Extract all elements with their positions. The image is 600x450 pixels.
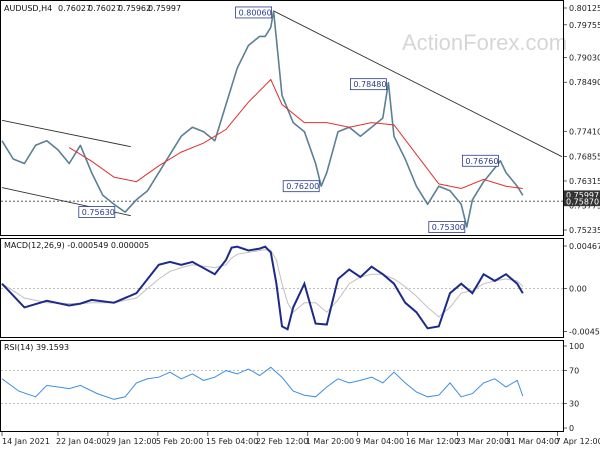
- price-callout-label: 0.78480: [353, 80, 386, 89]
- x-tick-label: 23 Mar 20:00: [456, 437, 509, 446]
- price-ytick-label: 0.78490: [569, 78, 600, 87]
- macd-ytick-label: -0.004519: [569, 327, 600, 336]
- macd-signal-line: [1, 249, 524, 318]
- rsi-label: RSI(14) 39.1593: [4, 343, 69, 352]
- symbol-label: AUDUSD,H4: [4, 4, 52, 13]
- price-ytick-label: 0.80125: [569, 4, 600, 13]
- rsi-panel-frame: [0, 340, 564, 432]
- price-panel-frame: [0, 0, 564, 236]
- rsi-ytick-label: 30: [569, 399, 579, 408]
- price-callout-label: 0.75300: [432, 223, 465, 232]
- rsi-line: [1, 366, 524, 400]
- price-callout-box: [78, 206, 116, 218]
- watermark-text: ActionForex.com: [402, 30, 567, 55]
- ohlc-open: 0.76027: [58, 4, 91, 13]
- price-ytick-label: 0.79030: [569, 54, 600, 63]
- rsi-ytick-label: 70: [569, 367, 579, 376]
- moving-average-line: [68, 78, 523, 190]
- rsi-ytick-label: 100: [569, 342, 584, 351]
- price-ytick-label: 0.75235: [569, 226, 600, 235]
- price-ytick-label: 0.77410: [569, 127, 600, 136]
- macd-line: [1, 245, 524, 331]
- macd-ytick-label: 0.004677: [569, 242, 600, 251]
- price-callout-label: 0.76760: [465, 157, 498, 166]
- price-callouts: 0.80060 0.78480 0.76760 0.76200 0.75630 0.753…: [78, 6, 499, 233]
- x-tick-label: 5 Feb 20:00: [156, 437, 203, 446]
- price-series-line: [1, 10, 524, 228]
- series-layer: [1, 10, 563, 400]
- x-tick-label: 15 Feb 04:00: [206, 437, 258, 446]
- current-price-text: 0.75997: [566, 191, 599, 200]
- price-callout-box: [428, 221, 466, 233]
- x-tick-label: 16 Mar 12:00: [406, 437, 459, 446]
- x-tick-label: 1 Mar 20:00: [306, 437, 354, 446]
- x-tick-label: 22 Jan 04:00: [56, 437, 107, 446]
- price-ytick-label: 0.76855: [569, 152, 600, 161]
- price-callout-label: 0.76200: [286, 182, 319, 191]
- price-callout-box: [282, 180, 320, 193]
- price-callout-label: 0.80060: [239, 8, 272, 17]
- price-callout-box: [461, 154, 499, 167]
- macd-panel-frame: [0, 238, 564, 338]
- ohlc-low: 0.75962: [118, 4, 151, 13]
- x-tick-label: 31 Mar 04:00: [506, 437, 559, 446]
- x-axis-ticks: 14 Jan 2021 22 Jan 04:00 29 Jan 12:00 5 Feb…: [1, 432, 600, 446]
- ohlc-high: 0.76027: [88, 4, 121, 13]
- rsi-ytick-label: 0: [569, 424, 574, 433]
- current-price-box: 0.75997: [564, 190, 600, 200]
- price-ytick-label: 0.76315: [569, 177, 600, 186]
- level-price-text: 0.75870: [566, 198, 599, 207]
- trendline-1: [1, 119, 131, 148]
- x-tick-label: 22 Feb 12:00: [256, 437, 308, 446]
- x-tick-label: 29 Jan 12:00: [106, 437, 157, 446]
- x-tick-label: 9 Mar 04:00: [356, 437, 404, 446]
- price-callout-box: [349, 78, 387, 91]
- level-price-box: 0.75870: [564, 197, 600, 207]
- macd-y-ticks: 0.004677 0.00 -0.004519: [563, 242, 600, 336]
- price-ytick-label: 0.79755: [569, 21, 600, 30]
- x-tick-label: 14 Jan 2021: [2, 437, 50, 446]
- macd-label: MACD(12,26,9) -0.000549 0.000005: [4, 241, 149, 250]
- trendline-3: [273, 10, 563, 158]
- ohlc-close: 0.75997: [148, 4, 181, 13]
- macd-ytick-label: 0.00: [569, 284, 587, 293]
- rsi-y-ticks: 100 70 30 0: [563, 342, 584, 433]
- price-callout-box: [235, 6, 273, 19]
- price-callout-label: 0.75630: [82, 208, 115, 217]
- x-tick-label: 7 Apr 12:00: [556, 437, 600, 446]
